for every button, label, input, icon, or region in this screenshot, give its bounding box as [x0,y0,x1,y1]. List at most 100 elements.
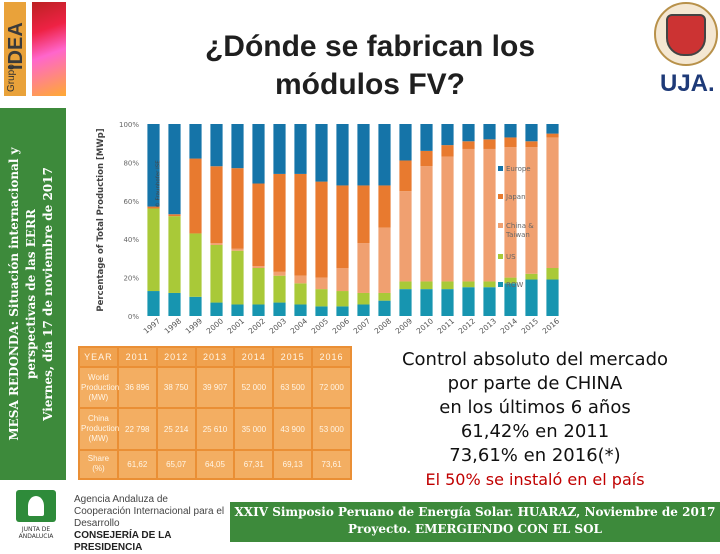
legend-swatch [498,254,503,259]
bar-segment [441,281,454,290]
bar-segment [273,271,286,276]
bar-segment [147,206,160,209]
footer-banner: XXIV Simposio Peruano de Energía Solar. … [230,502,720,542]
y-tick-label: 20% [123,275,139,283]
table-row-label: Share (%) [80,450,117,478]
bar-segment [357,185,370,244]
bar-segment [336,291,349,307]
x-tick-label: 2004 [289,316,310,335]
bar-segment [420,289,433,316]
chart-svg: 0% 20% 40% 60% 80% 100% Percentage of Total Pr… [96,121,562,336]
callout-line-5: 73,61% en 2016(*) [449,445,621,466]
bar-segment [525,141,538,148]
bar-segment [378,185,391,228]
table-row: World Production (MW) 36 896 38 750 39 9… [80,368,350,408]
table-cell: 25 610 [196,409,234,449]
x-tick-label: 2010 [415,316,436,335]
bar-segment [168,292,181,316]
table-header-row: YEAR 2011 2012 2013 2014 2015 2016 [80,348,350,366]
bar-segment [441,145,454,157]
logo-idea-text: IDEA [5,22,27,70]
x-tick-label: 2005 [310,316,331,335]
bar-segment [546,268,559,280]
bar-segment [210,302,223,316]
bar-segment [462,148,475,282]
x-tick-label: 2014 [499,316,520,335]
bar-segment [504,124,517,138]
table-row: China Production (MW) 22 798 25 214 25 6… [80,409,350,449]
bar-segment [210,166,223,244]
callout-line-4: 61,42% en 2011 [460,421,610,442]
bar-segment [420,124,433,151]
bar-segment [441,124,454,146]
bar-segment [189,233,202,297]
bar-segment [420,150,433,167]
bar-segment [525,273,538,280]
bar-segment [546,137,559,268]
callout-line-3: en los últimos 6 años [439,397,631,418]
bar-segment [273,302,286,316]
agency-line-2: Cooperación Internacional para el Desarr… [74,506,225,529]
bar-segment [399,160,412,192]
bar-segment [294,173,307,276]
bar-segment [189,124,202,159]
table-cell: 73,61 [313,450,350,478]
bar-segment [252,124,265,184]
bar-segment [189,158,202,234]
y-tick-label: 0% [128,313,139,321]
agency-line-1: Agencia Andaluza de [74,494,168,505]
table-cell: 65,07 [157,450,195,478]
bar-segment [231,124,244,169]
side-banner-line-3: Viernes, día 17 de noviembre de 2017 [41,167,55,421]
bar-segment [483,139,496,149]
callout-note: El 50% se instaló en el país [425,470,645,489]
bar-segment [546,124,559,134]
x-tick-label: 2003 [268,316,289,335]
bar-segment [483,124,496,140]
grupo-idea-logo: IDEA Grupo [0,0,70,100]
bar-segment [504,277,517,284]
y-tick-label: 40% [123,236,139,244]
bar-segment [378,227,391,293]
slide-title: ¿Dónde se fabrican los módulos FV? [150,28,590,104]
table-header-cell: 2013 [196,348,234,366]
x-tick-label: 2009 [394,316,415,335]
legend-label: Europe [506,165,531,173]
table-cell: 63 500 [274,368,312,408]
bar-segment [441,289,454,316]
x-tick-label: 2011 [436,316,457,335]
production-share-chart: 0% 20% 40% 60% 80% 100% Percentage of Total Pr… [68,110,580,346]
bar-segment [462,124,475,142]
side-banner: MESA REDONDA: Situación internacional y … [0,108,66,480]
x-tick-label: 2008 [373,316,394,335]
bar-segment [231,250,244,305]
x-tick-label: 2015 [520,316,541,335]
table-header-cell: YEAR [80,348,117,366]
bar-segment [210,244,223,303]
table-row-label: World Production (MW) [80,368,119,408]
bar-segment [168,214,181,217]
bar-segment [273,124,286,174]
table-cell: 35 000 [235,409,273,449]
table-row: Share (%) 61,62 65,07 64,05 67,31 69,13 … [80,450,350,478]
bar-segment [294,283,307,305]
bar-segment [168,124,181,215]
bar-segment [399,289,412,316]
x-tick-label: 2016 [541,316,562,335]
bar-segment [273,275,286,303]
bar-segment [315,289,328,307]
x-tick-label: 1999 [184,316,205,335]
university-logo: UJA. [648,0,720,100]
bar-segment [252,268,265,305]
bar-segment [504,137,517,148]
x-tick-label: 1997 [142,316,163,335]
agency-line-3: CONSEJERÍA DE LA PRESIDENCIA [74,530,172,553]
table-cell: 38 750 [157,368,195,408]
x-tick-label: 2002 [247,316,268,335]
bar-segment [483,287,496,316]
bar-segment [189,296,202,316]
x-tick-label: 2007 [352,316,373,335]
bar-segment [525,124,538,142]
table-cell: 72 000 [313,368,350,408]
bar-segment [252,183,265,267]
